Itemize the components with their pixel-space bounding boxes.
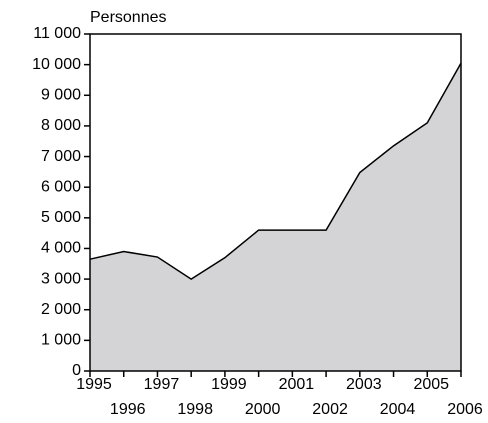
y-tick-label: 7 000 (41, 148, 81, 165)
y-tick-label: 6 000 (41, 178, 81, 195)
y-tick-label: 10 000 (32, 56, 81, 73)
x-tick-label: 2004 (380, 401, 416, 418)
y-tick-label: 3 000 (41, 270, 81, 287)
y-tick-label: 8 000 (41, 117, 81, 134)
area-line (89, 62, 462, 280)
plot-frame (89, 33, 462, 372)
x-tick-label: 1995 (76, 376, 112, 393)
y-tick-label: 11 000 (33, 25, 81, 42)
y-tick-label: 5 000 (41, 209, 81, 226)
x-tick-label: 2005 (413, 376, 449, 393)
x-tick-label: 2003 (346, 376, 382, 393)
y-tick-label: 1 000 (41, 332, 81, 349)
x-tick-label: 1999 (211, 376, 247, 393)
x-tick-label: 2006 (447, 401, 483, 418)
x-tick-label: 1998 (177, 401, 213, 418)
x-tick-label: 2001 (279, 376, 315, 393)
x-tick-label: 2000 (245, 401, 281, 418)
y-tick-label: 4 000 (41, 240, 81, 257)
x-tick-label: 1996 (110, 401, 146, 418)
x-tick-label: 2002 (312, 401, 348, 418)
y-tick-label: 0 (72, 362, 81, 379)
area (90, 63, 461, 371)
x-tick-label: 1997 (144, 376, 180, 393)
y-axis-label: Personnes (90, 9, 167, 26)
y-tick-label: 2 000 (41, 301, 81, 318)
y-tick-label: 9 000 (41, 86, 81, 103)
